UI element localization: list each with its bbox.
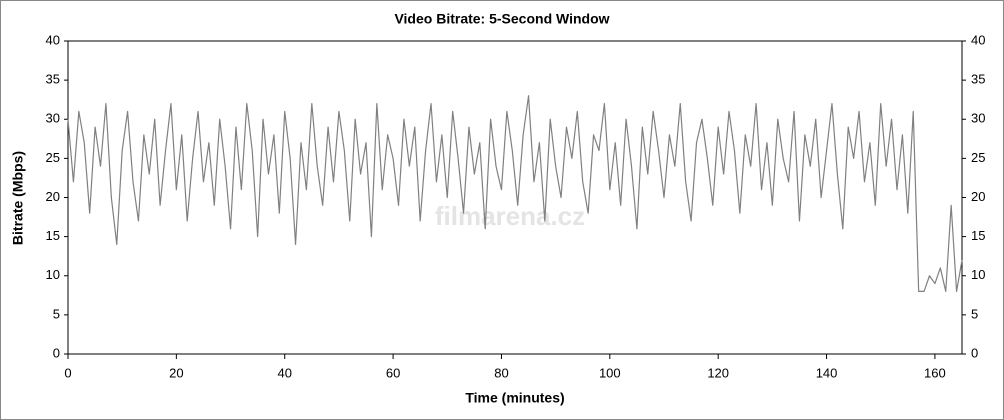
x-tick-label: 140	[816, 365, 838, 380]
x-tick-label: 80	[494, 365, 508, 380]
x-tick-label: 160	[924, 365, 946, 380]
y2-tick-label: 10	[971, 267, 985, 282]
y2-tick-label: 15	[971, 228, 985, 243]
x-tick-label: 40	[277, 365, 291, 380]
y2-tick-label: 40	[971, 32, 985, 47]
y2-tick-label: 20	[971, 189, 985, 204]
y-tick-label: 30	[46, 111, 60, 126]
y2-tick-label: 0	[971, 345, 978, 360]
y-tick-label: 15	[46, 228, 60, 243]
bitrate-line	[67, 95, 963, 292]
y2-tick-label: 35	[971, 72, 985, 87]
y-tick-label: 20	[46, 189, 60, 204]
watermark: filmarena.cz	[435, 201, 585, 231]
y-tick-label: 35	[46, 72, 60, 87]
x-axis-label: Time (minutes)	[465, 390, 564, 406]
y-tick-label: 5	[53, 306, 60, 321]
y-tick-label: 10	[46, 267, 60, 282]
y2-tick-label: 5	[971, 306, 978, 321]
y-axis-label: Bitrate (Mbps)	[10, 151, 26, 245]
y2-tick-label: 25	[971, 150, 985, 165]
y-tick-label: 0	[53, 345, 60, 360]
x-tick-label: 0	[64, 365, 71, 380]
x-tick-label: 60	[386, 365, 400, 380]
x-tick-label: 120	[707, 365, 729, 380]
x-tick-label: 100	[599, 365, 621, 380]
y-tick-label: 25	[46, 150, 60, 165]
y-tick-label: 40	[46, 32, 60, 47]
chart-title: Video Bitrate: 5-Second Window	[394, 11, 609, 27]
x-tick-label: 20	[169, 365, 183, 380]
y2-tick-label: 30	[971, 111, 985, 126]
